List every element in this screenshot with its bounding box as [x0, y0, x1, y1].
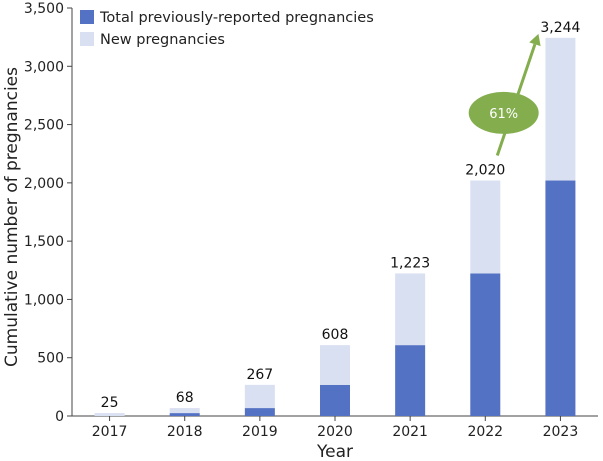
y-tick-label: 2,500 [24, 118, 64, 134]
bar-previously-reported-2018 [169, 413, 200, 416]
legend-label-new-pregnancies: New pregnancies [100, 32, 225, 48]
bar-previously-reported-2023 [545, 180, 576, 416]
bar-new-pregnancies-2023 [545, 37, 576, 181]
growth-badge [468, 91, 539, 134]
legend-swatch-total-previously-reported [80, 10, 94, 24]
x-axis-ticks: 2017 2018 2019 2020 2021 2022 2023 [92, 416, 578, 440]
total-label-2020: 608 [322, 327, 349, 343]
x-tick-label: 2018 [167, 424, 203, 440]
growth-arrow-head [529, 33, 541, 47]
bar-previously-reported-2021 [395, 345, 426, 416]
total-label-2018: 68 [176, 390, 194, 406]
total-labels: 25 68 267 608 1,223 2,020 3,244 [101, 20, 581, 411]
bar-previously-reported-2022 [470, 273, 501, 416]
bar-new-pregnancies-2020 [320, 345, 350, 385]
total-label-2021: 1,223 [390, 255, 430, 271]
y-tick-label: 2,000 [24, 176, 64, 192]
bar-new-pregnancies-2019 [244, 384, 275, 409]
bar-previously-reported-2020 [320, 384, 350, 416]
x-tick-label: 2017 [92, 424, 128, 440]
growth-annotation: 61% [468, 33, 541, 157]
legend-label-total-previously-reported: Total previously-reported pregnancies [99, 10, 374, 26]
x-tick-label: 2023 [543, 424, 579, 440]
y-axis-title: Cumulative number of pregnancies [2, 67, 22, 367]
x-tick-label: 2020 [317, 424, 353, 440]
y-axis-ticks: 0 500 1,000 1,500 2,000 2,500 3,000 3,500 [24, 1, 72, 425]
y-tick-label: 1,500 [24, 234, 64, 250]
x-tick-label: 2022 [467, 424, 503, 440]
bars [94, 37, 576, 416]
y-tick-label: 3,500 [24, 1, 64, 17]
x-axis-title: Year [316, 442, 353, 461]
total-label-2023: 3,244 [540, 20, 580, 36]
bar-new-pregnancies-2018 [169, 408, 200, 414]
growth-badge-label: 61% [489, 107, 518, 122]
y-tick-label: 500 [37, 351, 64, 367]
x-tick-label: 2021 [392, 424, 428, 440]
total-label-2022: 2,020 [465, 163, 505, 179]
y-tick-label: 0 [55, 409, 64, 425]
y-tick-label: 3,000 [24, 59, 64, 75]
x-tick-label: 2019 [242, 424, 278, 440]
legend-swatch-new-pregnancies [80, 32, 94, 46]
bar-new-pregnancies-2022 [470, 180, 501, 274]
total-label-2019: 267 [246, 367, 273, 383]
legend: Total previously-reported pregnancies Ne… [80, 10, 374, 48]
bar-previously-reported-2019 [244, 408, 275, 416]
y-tick-label: 1,000 [24, 292, 64, 308]
total-label-2017: 25 [101, 395, 119, 411]
bar-new-pregnancies-2017 [94, 413, 125, 416]
bar-new-pregnancies-2021 [395, 273, 426, 346]
